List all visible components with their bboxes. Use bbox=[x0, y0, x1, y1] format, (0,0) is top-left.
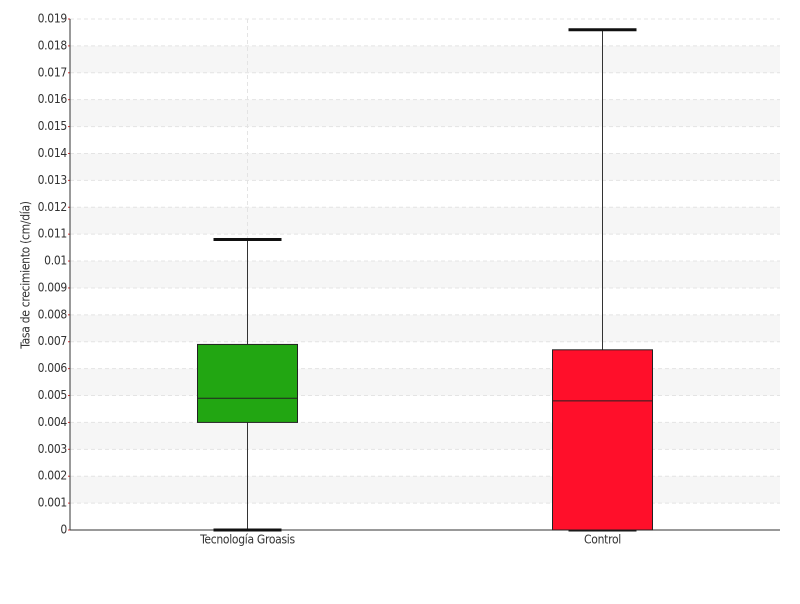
grid-band bbox=[70, 261, 780, 288]
y-tick-label: 0.001 bbox=[38, 496, 67, 510]
box bbox=[197, 343, 298, 423]
grid-band bbox=[70, 314, 780, 342]
y-tick-label: 0.011 bbox=[38, 227, 67, 241]
y-tick-label: 0.013 bbox=[38, 173, 67, 187]
y-tick-label: 0 bbox=[60, 523, 67, 537]
y-tick-label: 0.002 bbox=[38, 469, 67, 483]
y-tick-label: 0.012 bbox=[38, 200, 67, 214]
y-tick-label: 0.007 bbox=[38, 334, 67, 348]
y-tick-label: 0.005 bbox=[38, 388, 67, 402]
x-tick-label: Tecnología Groasis bbox=[199, 533, 295, 547]
grid-band bbox=[70, 45, 780, 73]
grid-band bbox=[70, 368, 780, 396]
y-tick-label: 0.004 bbox=[38, 415, 68, 429]
box bbox=[552, 349, 653, 531]
y-tick-label: 0.009 bbox=[38, 280, 68, 294]
grid-band bbox=[70, 153, 780, 181]
y-tick-label: 0.003 bbox=[38, 442, 67, 456]
y-axis-label: Tasa de crecimiento (cm/día) bbox=[19, 201, 33, 349]
grid-band bbox=[70, 422, 780, 450]
grid-band bbox=[70, 99, 780, 127]
y-tick-label: 0.018 bbox=[38, 38, 68, 52]
y-tick-label: 0.016 bbox=[38, 92, 68, 106]
y-tick-label: 0.014 bbox=[38, 146, 68, 160]
y-tick-label: 0.017 bbox=[38, 65, 67, 79]
y-tick-label: 0.008 bbox=[38, 307, 68, 321]
y-tick-label: 0.01 bbox=[44, 254, 67, 268]
y-tick-label: 0.006 bbox=[38, 361, 68, 375]
y-tick-label: 0.019 bbox=[38, 12, 68, 26]
grid-band bbox=[70, 476, 780, 504]
y-tick-label: 0.015 bbox=[38, 119, 67, 133]
grid-band bbox=[70, 207, 780, 235]
x-tick-label: Control bbox=[584, 533, 621, 547]
